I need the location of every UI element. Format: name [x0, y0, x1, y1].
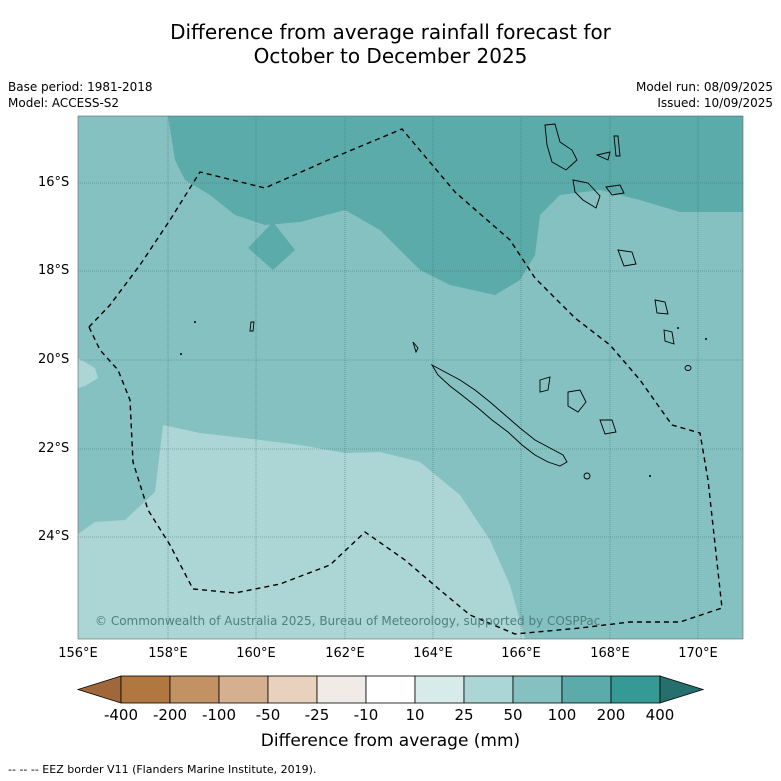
vanuatu-espiritu-santo [544, 123, 578, 171]
colorbar-segment [267, 675, 318, 704]
copyright-notice: © Commonwealth of Australia 2025, Bureau… [95, 614, 601, 628]
islet-small-1 [677, 327, 679, 329]
colorbar-segment [120, 675, 171, 704]
map-frame [77, 115, 744, 640]
vanuatu-aneityum [684, 365, 692, 371]
lon-label: 164°E [413, 646, 453, 661]
islet-small-5 [180, 353, 182, 355]
colorbar-segment [169, 675, 220, 704]
colorbar-tick-label: -100 [201, 706, 237, 724]
colorbar-tick-label: 10 [405, 706, 425, 724]
base-period: Base period: 1981-2018 [8, 80, 153, 94]
colorbar-tick-label: -25 [304, 706, 330, 724]
band-25-50-region [78, 425, 525, 639]
colorbar-tick-label: -10 [353, 706, 379, 724]
chesterfield-islet [249, 321, 255, 332]
colorbar-segment [512, 675, 563, 704]
eez-footnote: -- -- -- EEZ border V11 (Flanders Marine… [8, 763, 317, 776]
vanuatu-island-a [595, 151, 611, 161]
model-name: Model: ACCESS-S2 [8, 96, 120, 110]
colorbar-segment [316, 675, 367, 704]
colorbar-segment [610, 675, 661, 704]
lon-label: 168°E [590, 646, 630, 661]
loyalty-island-3 [599, 419, 617, 435]
band-100-200-patch [248, 222, 295, 270]
colorbar-extend-high [659, 675, 705, 704]
colorbar-extend-low [76, 675, 122, 704]
title-line-2: October to December 2025 [253, 44, 528, 68]
map-area [78, 116, 743, 639]
colorbar-tick-label: -200 [152, 706, 188, 724]
colorbar-segment [414, 675, 465, 704]
vanuatu-island-c [605, 184, 625, 196]
meta-right: Model run: 08/09/2025 Issued: 10/09/2025 [636, 79, 773, 111]
lon-label: 158°E [148, 646, 188, 661]
new-caledonia-island [430, 363, 568, 467]
colorbar-tick-label: 400 [645, 706, 675, 724]
islet-small-2 [705, 338, 707, 340]
band-25-50-left-patch [78, 358, 98, 388]
islet-small-3 [649, 475, 651, 477]
islet-small-4 [194, 321, 196, 323]
loyalty-island-1 [539, 376, 551, 393]
graticule [78, 116, 743, 639]
vanuatu-malekula [572, 179, 601, 209]
lat-label: 16°S [38, 175, 70, 190]
map-title: Difference from average rainfall forecas… [0, 20, 781, 68]
lon-label: 162°E [325, 646, 365, 661]
colorbar-tick-label: -50 [255, 706, 281, 724]
lat-label: 20°S [38, 352, 70, 367]
colorbar-segment [218, 675, 269, 704]
isle-of-pines [583, 472, 591, 480]
colorbar [76, 675, 705, 704]
colorbar-segment [561, 675, 612, 704]
lon-label: 170°E [678, 646, 718, 661]
lat-label: 18°S [38, 263, 70, 278]
vanuatu-tanna [663, 329, 675, 345]
colorbar-segment [365, 675, 416, 704]
loyalty-island-2 [567, 389, 587, 413]
colorbar-tick-label: -400 [103, 706, 139, 724]
vanuatu-efate [617, 249, 637, 267]
lat-label: 24°S [38, 529, 70, 544]
colorbar-tick-label: 100 [547, 706, 577, 724]
colorbar-tick-label: 200 [596, 706, 626, 724]
lon-label: 156°E [58, 646, 98, 661]
band-100-200-region [168, 116, 743, 295]
vanuatu-island-b [613, 135, 621, 157]
colorbar-segment [463, 675, 514, 704]
model-run: Model run: 08/09/2025 [635, 80, 773, 94]
meta-left: Base period: 1981-2018 Model: ACCESS-S2 [8, 79, 153, 111]
issued-date: Issued: 10/09/2025 [657, 96, 773, 110]
vanuatu-erromango [654, 299, 669, 315]
lon-label: 160°E [236, 646, 276, 661]
title-line-1: Difference from average rainfall forecas… [170, 20, 611, 44]
colorbar-tick-label: 50 [503, 706, 523, 724]
colorbar-tick-label: 25 [454, 706, 474, 724]
colorbar-title: Difference from average (mm) [260, 731, 521, 751]
eez-border [88, 128, 723, 635]
lon-label: 166°E [501, 646, 541, 661]
new-caledonia-islet [412, 341, 419, 354]
lat-label: 22°S [38, 441, 70, 456]
